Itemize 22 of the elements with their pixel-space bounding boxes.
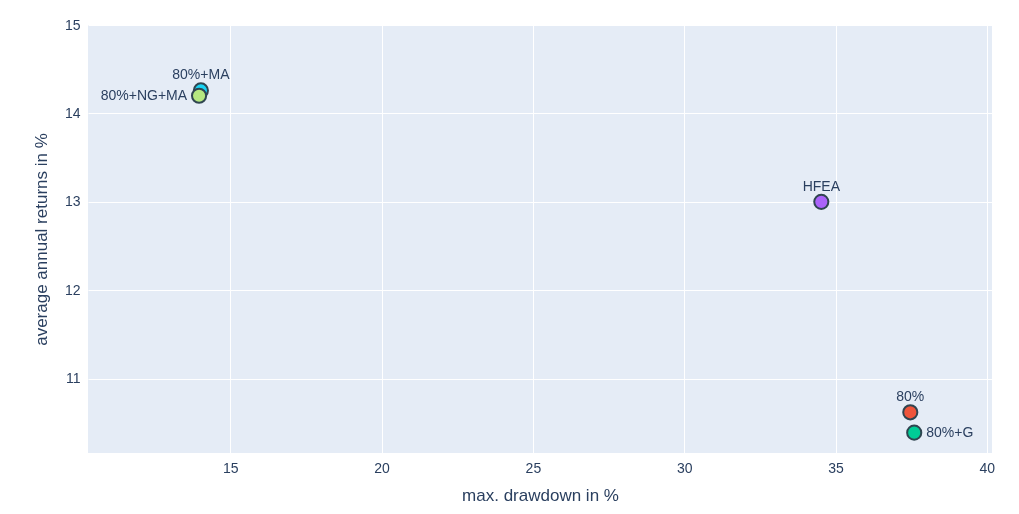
series-label: HFEA [802,177,841,194]
point [906,424,923,441]
series-label: 80%+MA [172,66,231,83]
y-tick-label: 12 [64,281,81,298]
point [813,193,830,210]
x-tick-label: 40 [979,459,996,476]
point [191,87,208,104]
y-tick-label: 11 [65,370,81,387]
series-label: 80%+NG+MA [100,86,188,103]
series-label: 80% [896,388,925,405]
y-tick-label: 13 [64,193,81,210]
x-tick-label: 25 [525,459,542,476]
y-tick-label: 15 [64,16,81,33]
x-tick-label: 35 [828,459,845,476]
y-tick-label: 14 [64,104,81,121]
y-axis-title: average annual returns in % [31,133,51,346]
x-tick-label: 20 [374,459,391,476]
x-tick-label: 30 [676,459,693,476]
x-tick-label: 15 [222,459,239,476]
x-axis-title: max. drawdown in % [462,485,619,505]
series-label: 80%+G [926,423,974,440]
point [902,404,919,421]
